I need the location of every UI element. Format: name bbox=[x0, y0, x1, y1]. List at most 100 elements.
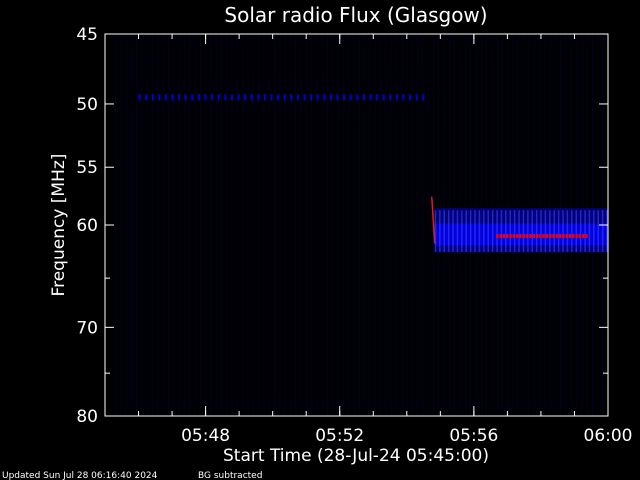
noise-column bbox=[168, 36, 169, 414]
y-axis-label: Frequency [MHz] bbox=[49, 154, 69, 297]
noise-column bbox=[316, 36, 318, 414]
emission-dash bbox=[263, 94, 266, 101]
burst-peak-pixel bbox=[582, 234, 585, 238]
burst-peak-pixel bbox=[506, 234, 509, 238]
emission-dash bbox=[250, 94, 253, 101]
emission-dash bbox=[191, 94, 194, 101]
burst-peak-pixel bbox=[499, 234, 502, 238]
y-tick-label: 50 bbox=[76, 95, 98, 115]
emission-dash bbox=[277, 94, 280, 101]
burst-column bbox=[531, 210, 533, 253]
burst-peak-pixel bbox=[532, 234, 535, 238]
burst-column bbox=[465, 210, 467, 253]
y-tick-label: 80 bbox=[76, 407, 98, 427]
burst-peak-pixel bbox=[545, 234, 549, 238]
noise-column bbox=[157, 36, 159, 414]
burst-column bbox=[540, 210, 542, 253]
y-axis: 45 50 55 60 70 80 bbox=[76, 25, 608, 427]
emission-dash bbox=[343, 94, 346, 101]
noise-column bbox=[411, 36, 413, 414]
heatmap-layer bbox=[115, 36, 608, 414]
noise-column bbox=[247, 36, 249, 414]
burst-column bbox=[606, 210, 608, 253]
noise-column bbox=[178, 36, 180, 414]
emission-dash bbox=[283, 94, 286, 101]
noise-column bbox=[406, 36, 408, 414]
footer-mode: BG subtracted bbox=[198, 471, 262, 480]
noise-column bbox=[380, 36, 381, 414]
emission-dash bbox=[376, 94, 379, 101]
noise-column bbox=[274, 36, 275, 414]
noise-column bbox=[263, 36, 265, 414]
noise-column bbox=[173, 36, 175, 414]
burst-onset bbox=[430, 196, 436, 244]
emission-dash bbox=[310, 94, 313, 101]
chart-title: Solar radio Flux (Glasgow) bbox=[224, 3, 487, 27]
burst-column bbox=[571, 210, 573, 253]
burst-peak-pixel bbox=[525, 234, 529, 238]
burst-column bbox=[491, 210, 494, 253]
x-tick-label: 05:56 bbox=[449, 426, 498, 446]
noise-column bbox=[348, 36, 350, 414]
y-tick-label: 60 bbox=[76, 216, 98, 236]
noise-column bbox=[231, 36, 233, 414]
burst-peak-pixel bbox=[572, 234, 575, 238]
noise-column bbox=[183, 36, 185, 414]
noise-column bbox=[390, 36, 392, 414]
burst-column bbox=[500, 210, 503, 253]
emission-dash bbox=[178, 94, 181, 101]
burst-column bbox=[513, 210, 516, 253]
burst-column bbox=[588, 210, 591, 253]
noise-column bbox=[210, 36, 212, 414]
burst-peak-pixel bbox=[575, 234, 578, 238]
noise-column bbox=[130, 36, 132, 414]
burst-column bbox=[509, 210, 511, 253]
burst-column bbox=[535, 210, 538, 253]
emission-dash bbox=[303, 94, 306, 101]
burst-column bbox=[483, 210, 485, 253]
burst-peak-pixel bbox=[509, 234, 512, 238]
emission-dash bbox=[290, 94, 293, 101]
burst-column bbox=[505, 210, 507, 253]
noise-column bbox=[295, 36, 297, 414]
noise-column bbox=[332, 36, 334, 414]
burst-column bbox=[443, 210, 445, 253]
burst-column bbox=[527, 210, 529, 253]
burst-column bbox=[575, 210, 577, 253]
noise-column bbox=[141, 36, 143, 414]
emission-dash bbox=[323, 94, 326, 101]
burst-peak-pixel bbox=[496, 234, 499, 238]
burst-column bbox=[593, 210, 595, 253]
noise-column bbox=[385, 36, 387, 414]
emission-dash bbox=[138, 94, 141, 101]
emission-dash bbox=[230, 94, 233, 101]
plot-area bbox=[104, 33, 609, 417]
burst-peak-pixel bbox=[565, 234, 568, 238]
noise-column bbox=[152, 36, 154, 414]
emission-dash bbox=[237, 94, 240, 101]
noise-column bbox=[268, 36, 270, 414]
noise-column bbox=[189, 36, 191, 414]
burst-column bbox=[447, 210, 450, 253]
burst-peak-pixel bbox=[516, 234, 519, 238]
burst-peak-pixel bbox=[549, 234, 552, 238]
emission-dash bbox=[409, 94, 412, 101]
burst-peak-pixel bbox=[542, 234, 545, 238]
noise-column bbox=[337, 36, 339, 414]
burst-column bbox=[439, 210, 441, 253]
burst-column bbox=[553, 210, 555, 253]
noise-column bbox=[162, 36, 164, 414]
burst-peak-pixel bbox=[552, 234, 555, 238]
noise-column bbox=[215, 36, 217, 414]
emission-dash bbox=[151, 94, 154, 101]
noise-column bbox=[258, 36, 260, 414]
burst-column bbox=[544, 210, 547, 253]
burst-column bbox=[474, 210, 476, 253]
burst-column bbox=[597, 210, 599, 253]
burst-peak-pixel bbox=[539, 234, 542, 238]
noise-column bbox=[252, 36, 254, 414]
noise-column bbox=[115, 36, 116, 414]
burst-peak-pixel bbox=[529, 234, 532, 238]
noise-column bbox=[305, 36, 307, 414]
